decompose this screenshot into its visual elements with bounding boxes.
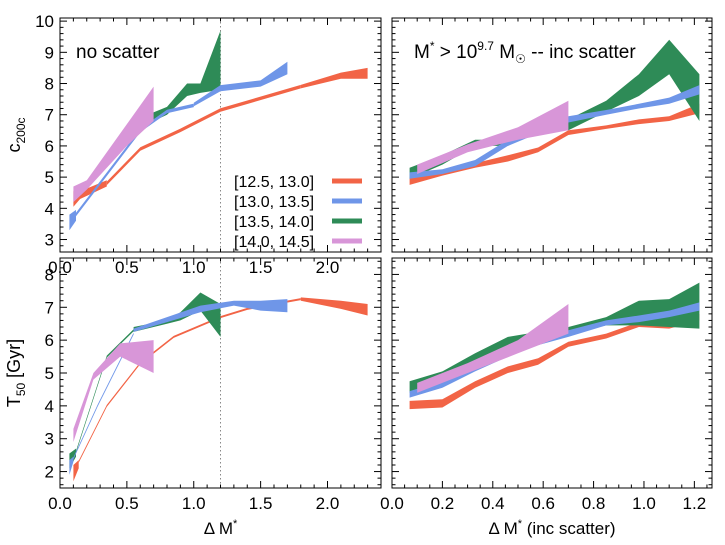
legend-label: [14.0, 14.5] <box>234 234 314 251</box>
panel-top-right: M* > 109.7 M☉ -- inc scatter <box>391 17 713 253</box>
y-tick-label: 9 <box>45 43 54 62</box>
series-band <box>409 282 700 393</box>
y-tick-label: 3 <box>45 231 54 250</box>
series-band <box>73 460 79 482</box>
series-band <box>78 298 301 463</box>
y-tick-label: 8 <box>45 265 54 284</box>
panel-annotation: no scatter <box>76 42 160 63</box>
panel-bottom-left: 2 3 4 5 6 7 8 0.0 0.5 1.0 1.5 2.0 Δ M* T50 [Gyr] <box>4 257 382 538</box>
x-tick-label: 1.0 <box>632 494 656 513</box>
x-tick-label: 1.5 <box>249 258 273 277</box>
x-axis-label: Δ M* <box>204 518 238 538</box>
y-tick-label: 3 <box>45 430 54 449</box>
y-tick-label: 6 <box>45 331 54 350</box>
y-tick-label: 4 <box>45 397 54 416</box>
y-axis-label: c200c <box>4 117 28 152</box>
panel-bottom-right: 0.0 0.2 0.4 0.6 0.8 1.0 1.2 Δ M* (inc scatter) <box>380 257 713 538</box>
y-tick-label: 5 <box>45 168 54 187</box>
x-tick-label: 1.0 <box>182 258 206 277</box>
plot-frame <box>59 257 382 489</box>
y-tick-label: 2 <box>45 463 54 482</box>
legend: [12.5, 13.0] [13.0, 13.5] [13.5, 14.0] [14.… <box>234 174 362 251</box>
x-tick-label: 1.5 <box>249 494 273 513</box>
x-tick-label: 0.2 <box>431 494 455 513</box>
x-tick-label: 2.0 <box>316 494 340 513</box>
x-tick-label: 0.5 <box>115 258 139 277</box>
series-band <box>133 299 288 332</box>
x-tick-label: 0.0 <box>48 494 72 513</box>
x-tick-label: 1.2 <box>683 494 707 513</box>
legend-label: [13.0, 13.5] <box>234 194 314 211</box>
legend-label: [12.5, 13.0] <box>234 174 314 191</box>
legend-label: [13.5, 14.0] <box>234 214 314 231</box>
series-band <box>409 302 700 398</box>
plot-frame <box>391 17 713 253</box>
series-band <box>69 209 76 231</box>
x-tick-label: 2.0 <box>316 258 340 277</box>
series-band <box>409 85 700 179</box>
series-band <box>193 61 288 107</box>
x-tick-label: 0.6 <box>531 494 555 513</box>
x-tick-label: 0.4 <box>481 494 505 513</box>
y-tick-label: 4 <box>45 199 54 218</box>
panel-annotation: M* > 109.7 M☉ -- inc scatter <box>414 39 636 66</box>
y-tick-label: 8 <box>45 75 54 94</box>
y-tick-label: 10 <box>35 12 54 31</box>
series-band <box>417 304 569 393</box>
x-tick-label: 0.5 <box>115 494 139 513</box>
series-band <box>417 100 569 174</box>
x-axis-label: Δ M* (inc scatter) <box>488 518 615 538</box>
x-tick-label: 1.0 <box>182 494 206 513</box>
y-tick-label: 7 <box>45 298 54 317</box>
series-band <box>73 340 154 442</box>
x-tick-label: 0.0 <box>380 494 404 513</box>
series-band <box>300 297 368 316</box>
x-tick-label: 0.8 <box>582 494 606 513</box>
series-band <box>73 86 154 203</box>
y-axis-label: T50 [Gyr] <box>4 339 28 407</box>
series-band <box>409 103 700 185</box>
series-band <box>73 332 134 460</box>
y-tick-label: 7 <box>45 106 54 125</box>
series-band <box>69 456 74 475</box>
y-tick-label: 5 <box>45 364 54 383</box>
y-tick-label: 6 <box>45 137 54 156</box>
series-band <box>300 67 368 89</box>
